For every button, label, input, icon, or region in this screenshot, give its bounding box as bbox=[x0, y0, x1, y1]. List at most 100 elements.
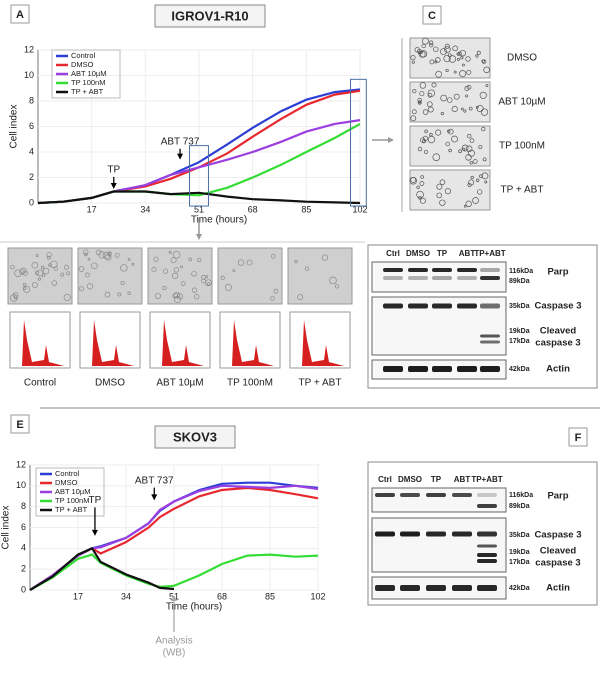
cell bbox=[13, 295, 18, 300]
arrow-head bbox=[388, 137, 394, 143]
x-tick-label: 102 bbox=[310, 591, 325, 601]
cell bbox=[429, 132, 433, 137]
band bbox=[477, 585, 497, 591]
cell bbox=[37, 277, 42, 281]
cell bbox=[170, 257, 177, 264]
legend-label: TP 100nM bbox=[55, 496, 89, 505]
cell bbox=[294, 259, 298, 264]
cell bbox=[469, 138, 475, 143]
cell bbox=[427, 92, 433, 98]
cell bbox=[463, 109, 467, 113]
marker-label: 89kDa bbox=[509, 278, 530, 285]
cell bbox=[457, 51, 462, 56]
marker-label: 19kDa bbox=[509, 549, 530, 556]
highlight-box bbox=[189, 145, 209, 207]
band bbox=[432, 276, 452, 280]
protein-label: Caspase 3 bbox=[534, 530, 581, 541]
x-tick-label: 51 bbox=[194, 204, 204, 214]
cell bbox=[444, 43, 450, 49]
cell bbox=[480, 108, 489, 116]
cell bbox=[477, 189, 483, 195]
cell bbox=[481, 59, 485, 63]
band bbox=[480, 268, 500, 272]
cell bbox=[443, 54, 451, 63]
cell bbox=[459, 70, 467, 78]
cell bbox=[422, 109, 429, 115]
cell bbox=[127, 257, 131, 261]
cell bbox=[475, 105, 479, 109]
marker-label: 35kDa bbox=[509, 303, 530, 310]
cell bbox=[180, 281, 186, 286]
histogram bbox=[9, 311, 71, 369]
cell bbox=[440, 48, 447, 56]
cell bbox=[417, 146, 423, 152]
cell bbox=[427, 89, 436, 97]
histogram-peak bbox=[226, 320, 274, 366]
legend-label: Control bbox=[71, 51, 96, 60]
band bbox=[480, 303, 500, 309]
lane-label: TP+ABT bbox=[471, 475, 502, 484]
marker-label: 42kDa bbox=[509, 585, 530, 592]
cell bbox=[428, 40, 434, 45]
cell bbox=[297, 294, 304, 300]
x-tick-label: 85 bbox=[301, 204, 311, 214]
cell bbox=[447, 128, 454, 135]
cell bbox=[23, 285, 31, 293]
lane-label: Ctrl bbox=[378, 475, 392, 484]
band bbox=[408, 268, 428, 272]
cell bbox=[470, 175, 474, 180]
cell bbox=[201, 278, 206, 284]
cell bbox=[36, 269, 44, 277]
band bbox=[432, 303, 452, 309]
marker-label: 19kDa bbox=[509, 328, 530, 335]
band bbox=[480, 334, 500, 338]
micrograph bbox=[287, 247, 353, 305]
cell bbox=[416, 185, 420, 189]
band bbox=[452, 493, 472, 497]
cell bbox=[173, 267, 180, 273]
chart-title: IGROV1-R10 bbox=[171, 8, 248, 23]
cell bbox=[19, 269, 25, 275]
cell bbox=[35, 270, 40, 275]
cell bbox=[220, 275, 225, 280]
cell bbox=[465, 56, 471, 62]
cell bbox=[329, 276, 337, 285]
cell bbox=[419, 91, 425, 97]
band bbox=[452, 585, 472, 591]
y-tick-label: 4 bbox=[21, 543, 26, 553]
cell bbox=[484, 180, 488, 184]
cell bbox=[20, 267, 27, 274]
cell bbox=[87, 257, 91, 261]
cell bbox=[444, 188, 451, 195]
cell bbox=[459, 49, 466, 57]
cell bbox=[131, 262, 135, 266]
cell bbox=[419, 181, 425, 186]
cell bbox=[91, 262, 98, 270]
cell bbox=[46, 252, 52, 258]
cell bbox=[172, 292, 178, 299]
histogram bbox=[289, 311, 351, 369]
cell bbox=[453, 93, 460, 100]
cell bbox=[452, 45, 458, 52]
cell bbox=[42, 267, 50, 275]
cell bbox=[66, 271, 71, 276]
cell bbox=[465, 94, 469, 98]
band bbox=[375, 531, 395, 537]
image-label: ABT 10µM bbox=[498, 97, 545, 108]
micrograph bbox=[409, 81, 491, 123]
band bbox=[480, 276, 500, 280]
cell bbox=[188, 257, 193, 262]
caption: TP 100nM bbox=[227, 378, 273, 389]
legend-label: ABT 10µM bbox=[71, 69, 106, 78]
cell bbox=[191, 271, 197, 277]
y-tick-label: 0 bbox=[29, 197, 34, 207]
marker-label: 17kDa bbox=[509, 559, 530, 566]
cell bbox=[180, 265, 184, 269]
annotation: TP bbox=[107, 164, 120, 175]
panel-label-box bbox=[10, 4, 30, 24]
title-box bbox=[154, 4, 266, 28]
caption: ABT 10µM bbox=[156, 378, 203, 389]
cell bbox=[304, 266, 310, 271]
band bbox=[432, 366, 452, 372]
cell bbox=[104, 291, 111, 298]
